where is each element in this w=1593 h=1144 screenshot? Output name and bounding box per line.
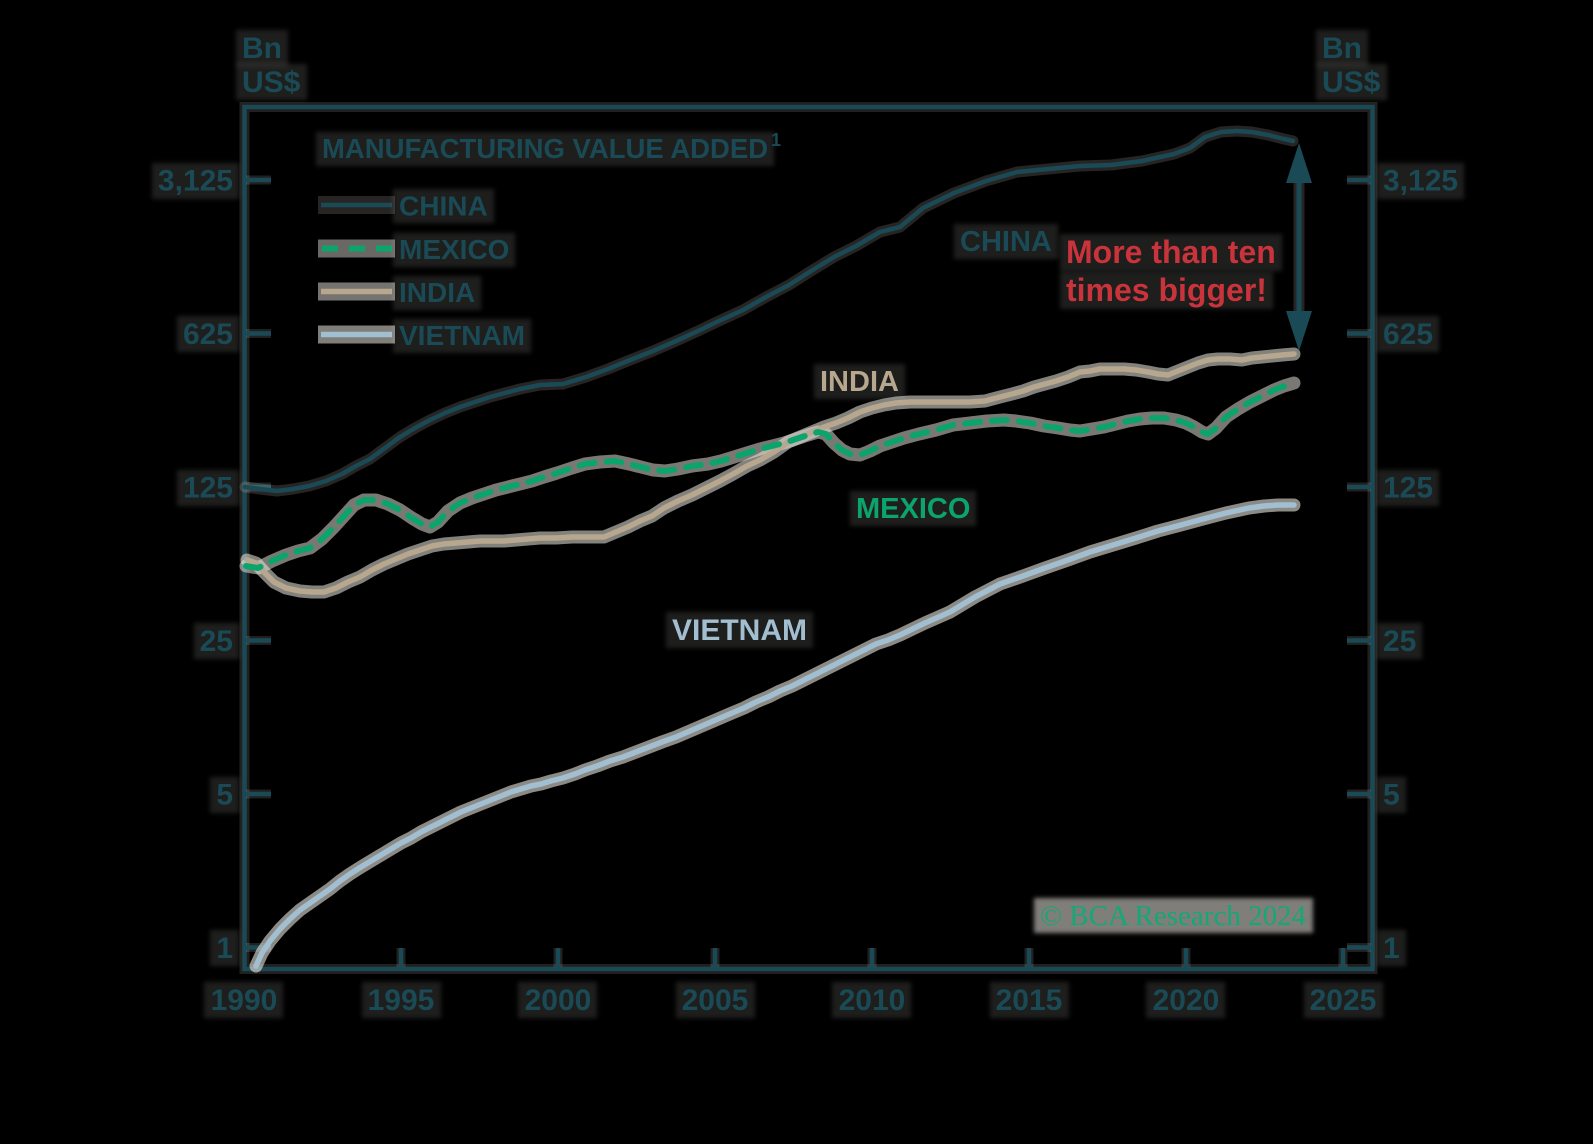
svg-text:CHINA: CHINA	[399, 191, 488, 222]
svg-text:3,125: 3,125	[1383, 165, 1458, 198]
svg-text:1: 1	[1383, 932, 1400, 965]
svg-text:125: 125	[1383, 472, 1433, 505]
svg-text:2025: 2025	[1310, 984, 1377, 1017]
svg-text:25: 25	[1383, 625, 1416, 658]
svg-text:1: 1	[771, 130, 781, 150]
svg-text:US$: US$	[1322, 66, 1381, 99]
svg-text:INDIA: INDIA	[820, 366, 899, 398]
svg-text:MEXICO: MEXICO	[399, 234, 509, 265]
svg-text:2000: 2000	[525, 984, 592, 1017]
svg-text:INDIA: INDIA	[399, 277, 475, 308]
svg-text:© BCA Research 2024: © BCA Research 2024	[1040, 900, 1307, 932]
svg-text:2020: 2020	[1153, 984, 1220, 1017]
svg-text:3,125: 3,125	[158, 165, 233, 198]
svg-text:Bn: Bn	[242, 32, 282, 65]
svg-text:VIETNAM: VIETNAM	[399, 320, 525, 351]
svg-text:1995: 1995	[368, 984, 435, 1017]
svg-text:More than ten: More than ten	[1066, 234, 1276, 270]
svg-text:625: 625	[1383, 318, 1433, 351]
svg-text:25: 25	[200, 625, 233, 658]
svg-text:5: 5	[1383, 779, 1400, 812]
svg-text:US$: US$	[242, 66, 301, 99]
svg-text:MEXICO: MEXICO	[856, 493, 970, 525]
svg-text:625: 625	[183, 318, 233, 351]
svg-text:1: 1	[216, 932, 233, 965]
svg-text:Bn: Bn	[1322, 32, 1362, 65]
svg-text:5: 5	[216, 779, 233, 812]
svg-text:CHINA: CHINA	[960, 226, 1052, 258]
svg-text:MANUFACTURING VALUE ADDED: MANUFACTURING VALUE ADDED	[322, 133, 768, 164]
svg-text:VIETNAM: VIETNAM	[672, 614, 807, 647]
svg-text:2010: 2010	[839, 984, 906, 1017]
svg-text:2015: 2015	[996, 984, 1063, 1017]
svg-text:1990: 1990	[211, 984, 278, 1017]
svg-text:2005: 2005	[682, 984, 749, 1017]
svg-text:times bigger!: times bigger!	[1066, 272, 1267, 308]
svg-text:125: 125	[183, 472, 233, 505]
